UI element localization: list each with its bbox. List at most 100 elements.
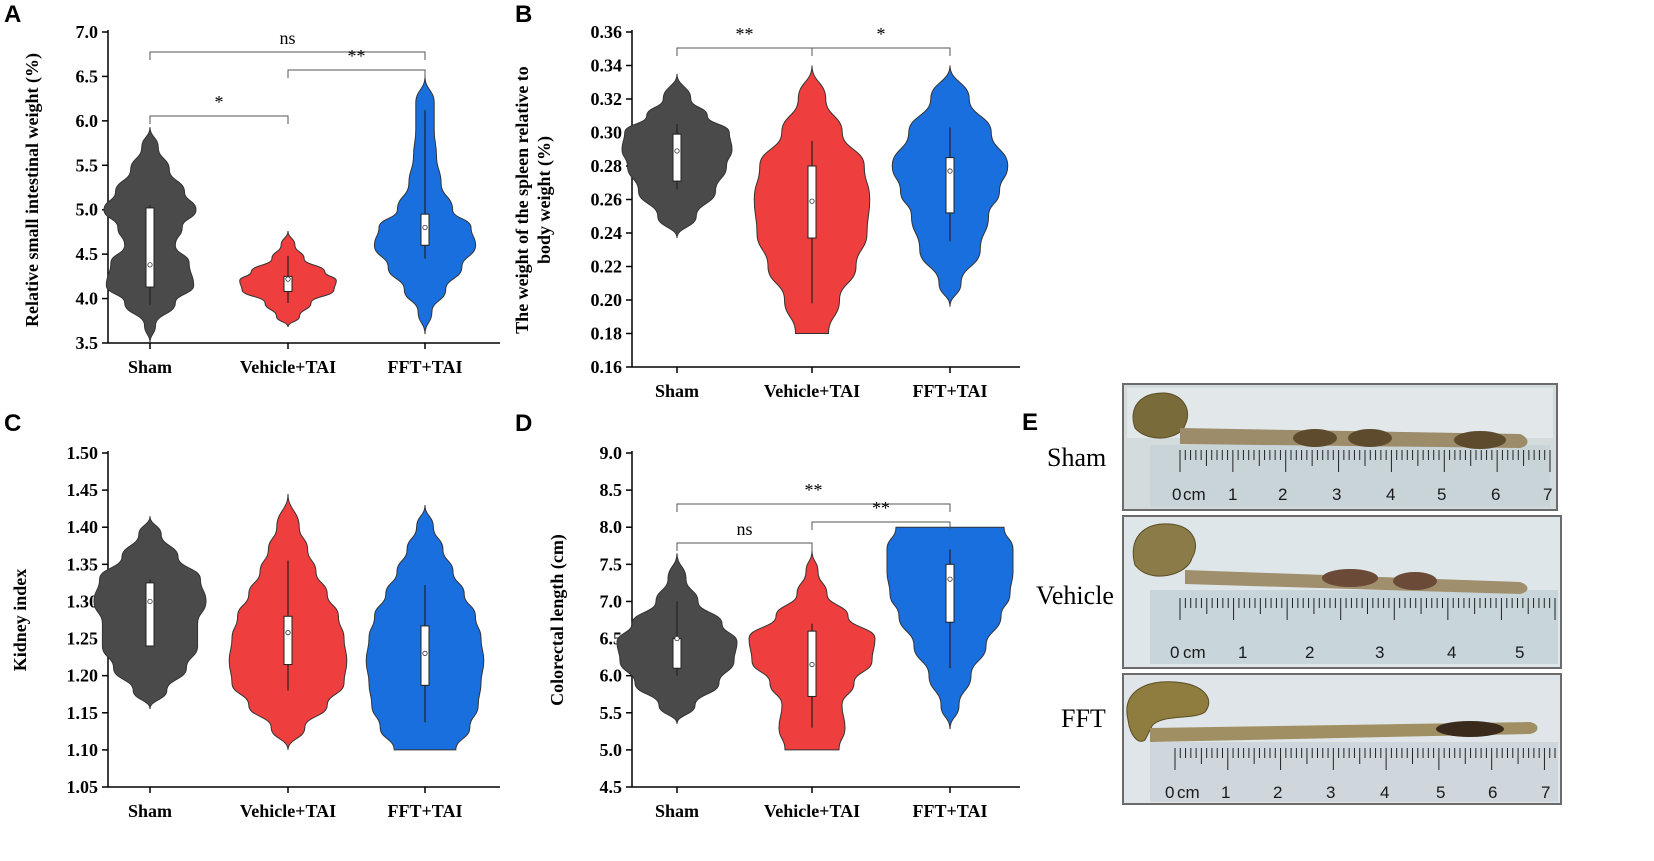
- ruler-number: 5: [1515, 643, 1524, 662]
- median-point: [809, 661, 815, 668]
- y-tick-label: 0.28: [591, 156, 623, 176]
- ruler-number: 2: [1273, 783, 1282, 802]
- y-tick-label: 0.26: [591, 190, 623, 210]
- median-point: [147, 598, 153, 605]
- ruler-unit: cm: [1177, 783, 1200, 802]
- y-tick-label: 1.25: [67, 629, 99, 649]
- chart-panel-a: A 3.5 4.0 4.5 5.0 5.5 6.0 6.5 7.0 Relative small …: [4, 1, 500, 377]
- x-tick-label: Vehicle+TAI: [240, 357, 336, 377]
- colon-tissue: [1436, 721, 1504, 737]
- ruler: [1150, 445, 1550, 507]
- median-point: [147, 262, 153, 268]
- y-tick-label: 0.16: [591, 357, 623, 377]
- y-tick-label: 0.34: [591, 56, 623, 76]
- y-axis-label: Kidney index: [10, 569, 30, 672]
- significance-bracket: [676, 47, 813, 56]
- colon-tissue: [1132, 392, 1189, 439]
- significance-label: **: [872, 498, 890, 518]
- chart-panel-b: B 0.16 0.18 0.20 0.22 0.24 0.26 0.28 0.30 0.32 0.3…: [512, 1, 1020, 401]
- charts: A 3.5 4.0 4.5 5.0 5.5 6.0 6.5 7.0 Relative small …: [4, 1, 1020, 821]
- ruler-number: 3: [1332, 485, 1341, 504]
- x-tick-label: Vehicle+TAI: [240, 801, 336, 821]
- colon-tissue: [1454, 431, 1506, 449]
- median-point: [285, 630, 291, 636]
- x-tick-label: FFT+TAI: [388, 357, 463, 377]
- y-tick-label: 0.22: [591, 257, 623, 277]
- y-tick-label: 5.0: [76, 200, 99, 220]
- photo-vehicle: Vehicle 0 cm 1 2 3 4 5: [1036, 515, 1562, 669]
- y-axis-label: Colorectal length (cm): [547, 534, 568, 706]
- y-tick-label: 1.40: [67, 517, 99, 537]
- y-tick-label: 8.5: [600, 480, 623, 500]
- iqr-box: [145, 582, 155, 647]
- ruler: [1150, 590, 1558, 664]
- y-tick-label: 6.0: [600, 666, 623, 686]
- y-tick-label: 5.5: [76, 155, 99, 175]
- ruler-number: 5: [1437, 485, 1446, 504]
- median-point: [947, 168, 953, 174]
- iqr-box: [283, 275, 293, 292]
- y-tick-label: 1.15: [67, 703, 99, 723]
- y-axis-label: The weight of the spleen relative to: [512, 66, 532, 334]
- photo-fft: FFT 0 cm 1 2 3 4 5 6 7: [1061, 673, 1562, 805]
- ruler-number: 4: [1447, 643, 1456, 662]
- panel-letter-e: E: [1022, 409, 1038, 436]
- colon-tissue: [1132, 523, 1196, 577]
- x-tick-label: FFT+TAI: [388, 801, 463, 821]
- iqr-box: [283, 615, 293, 666]
- median-point: [809, 198, 815, 204]
- y-tick-label: 0.20: [591, 290, 623, 310]
- significance-label: **: [348, 46, 366, 66]
- y-tick-label: 1.30: [67, 591, 99, 611]
- ruler-number: 0: [1172, 485, 1181, 504]
- ruler-number: 7: [1541, 783, 1550, 802]
- colon-tissue: [1322, 569, 1378, 587]
- significance-bracket: [149, 115, 289, 124]
- photo-label-fft: FFT: [1061, 704, 1106, 733]
- x-tick-label: Vehicle+TAI: [764, 801, 860, 821]
- significance-label: **: [805, 480, 823, 500]
- y-tick-label: 4.5: [76, 244, 99, 264]
- y-tick-label: 7.5: [600, 554, 623, 574]
- significance-bracket: [676, 542, 813, 551]
- iqr-box: [672, 638, 682, 669]
- colon-tissue: [1293, 429, 1337, 447]
- panel-letter: A: [4, 1, 21, 28]
- y-tick-label: 1.45: [67, 480, 99, 500]
- ruler-number: 1: [1228, 485, 1237, 504]
- y-tick-label: 8.0: [600, 517, 623, 537]
- y-tick-label: 7.0: [76, 22, 99, 42]
- chart-panel-c: C 1.05 1.10 1.15 1.20 1.25 1.30 1.35 1.40 1.45 1.5…: [4, 410, 500, 821]
- ruler-number: 0: [1165, 783, 1174, 802]
- ruler-number: 2: [1305, 643, 1314, 662]
- median-point: [422, 224, 428, 231]
- ruler-number: 0: [1170, 643, 1179, 662]
- ruler-number: 4: [1380, 783, 1389, 802]
- ruler-number: 1: [1238, 643, 1247, 662]
- y-tick-label: 6.0: [76, 111, 99, 131]
- colon-tissue: [1348, 429, 1392, 447]
- photo-label-vehicle: Vehicle: [1036, 581, 1114, 610]
- ruler-number: 6: [1488, 783, 1497, 802]
- y-tick-label: 1.20: [67, 666, 99, 686]
- y-tick-label: 1.05: [67, 777, 99, 797]
- y-tick-label: 4.5: [600, 777, 623, 797]
- x-tick-label: Sham: [128, 357, 172, 377]
- photo-sham: Sham 0 cm 1 2 3 4 5 6 7: [1047, 383, 1558, 511]
- y-tick-label: 4.0: [76, 289, 99, 309]
- y-tick-label: 0.36: [591, 22, 623, 42]
- panel-e: E Sham 0 cm 1 2 3 4 5 6 7 Vehicle: [1022, 383, 1562, 805]
- iqr-box: [672, 133, 682, 182]
- panel-letter: C: [4, 410, 21, 437]
- x-tick-label: Vehicle+TAI: [764, 381, 860, 401]
- median-point: [422, 650, 428, 657]
- y-tick-label: 1.35: [67, 554, 99, 574]
- y-tick-label: 9.0: [600, 443, 623, 463]
- iqr-box: [945, 563, 955, 623]
- significance-bracket: [287, 69, 426, 78]
- significance-label: *: [215, 92, 224, 112]
- y-tick-label: 6.5: [600, 629, 623, 649]
- y-tick-label: 0.32: [591, 89, 623, 109]
- chart-panel-d: D 4.5 5.0 5.5 6.0 6.5 7.0 7.5 8.0 8.5 9.0 Colorecta…: [515, 410, 1020, 821]
- iqr-box: [145, 207, 155, 288]
